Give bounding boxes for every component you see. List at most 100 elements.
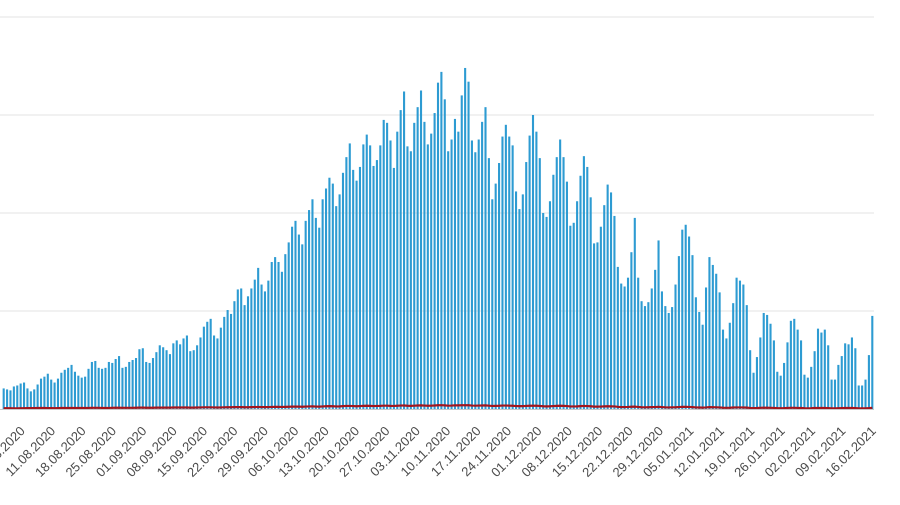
bar-24 [84, 376, 87, 409]
line-series-path [3, 404, 873, 410]
bar-34 [118, 356, 121, 409]
bar-77 [263, 291, 267, 409]
bar-225 [766, 314, 769, 409]
bar-4 [16, 385, 19, 409]
bar-13 [46, 373, 49, 409]
bar-158 [538, 158, 541, 409]
bar-28 [97, 367, 100, 409]
bar-80 [274, 257, 277, 409]
bar-247 [840, 356, 843, 409]
bar-183 [623, 286, 626, 409]
bar-219 [745, 305, 748, 409]
bar-189 [643, 306, 647, 409]
bar-118 [403, 91, 406, 409]
bar-206 [701, 324, 704, 409]
bar-51 [175, 340, 178, 409]
bar-186 [633, 217, 636, 409]
bar-149 [508, 136, 511, 409]
bar-229 [779, 375, 782, 409]
bar-52 [179, 344, 182, 409]
bar-23 [80, 377, 83, 409]
bar-2 [9, 390, 12, 409]
bar-49 [168, 354, 171, 409]
bar-112 [382, 119, 385, 410]
bar-125 [426, 144, 429, 409]
bar-122 [416, 107, 419, 409]
bar-59 [202, 326, 205, 409]
bar-199 [677, 256, 680, 409]
bar-32 [111, 362, 114, 409]
bar-124 [423, 121, 426, 410]
bar-22 [77, 375, 80, 409]
bar-71 [243, 305, 246, 409]
bar-238 [810, 366, 813, 409]
bar-119 [406, 146, 409, 410]
bar-227 [772, 340, 775, 409]
bar-9 [33, 389, 36, 409]
bar-68 [233, 301, 236, 409]
bar-116 [396, 131, 399, 409]
bar-175 [596, 242, 599, 409]
bar-130 [443, 99, 446, 409]
bar-172 [586, 166, 589, 409]
bar-153 [521, 194, 524, 409]
bar-19 [67, 367, 70, 409]
bar-82 [280, 271, 283, 409]
bar-15 [53, 382, 56, 409]
bar-48 [165, 350, 168, 409]
bar-54 [185, 335, 188, 409]
bar-230 [783, 362, 786, 409]
bar-204 [694, 297, 697, 409]
bar-109 [372, 165, 375, 409]
bar-126 [430, 133, 433, 409]
bar-243 [827, 345, 830, 409]
bar-121 [413, 122, 416, 409]
bar-75 [257, 267, 260, 409]
bar-93 [318, 227, 321, 409]
bar-216 [735, 277, 738, 409]
bar-78 [267, 280, 270, 409]
bar-56 [192, 350, 195, 409]
bar-228 [776, 371, 779, 409]
bar-193 [657, 240, 660, 409]
bar-89 [304, 220, 307, 409]
bar-196 [667, 312, 670, 409]
bar-187 [637, 277, 640, 409]
bar-47 [162, 347, 165, 409]
bar-84 [287, 242, 290, 409]
bar-161 [548, 201, 552, 409]
bar-215 [732, 303, 735, 409]
bar-108 [369, 145, 372, 409]
bar-76 [260, 284, 263, 409]
bar-10 [36, 384, 39, 409]
bar-246 [837, 364, 840, 409]
bar-159 [542, 213, 545, 409]
bar-233 [793, 318, 796, 409]
bar-55 [189, 351, 192, 409]
bar-157 [535, 131, 538, 409]
bar-98 [335, 206, 338, 409]
bar-88 [301, 244, 304, 409]
bar-226 [769, 323, 772, 409]
bar-128 [436, 82, 440, 409]
bar-240 [816, 328, 820, 409]
bar-143 [487, 158, 490, 409]
bar-73 [250, 288, 253, 409]
bar-30 [104, 367, 107, 409]
bar-164 [559, 139, 562, 409]
bar-105 [358, 166, 362, 409]
bar-117 [399, 110, 402, 409]
bar-29 [101, 368, 104, 409]
bar-224 [762, 312, 765, 409]
bar-96 [328, 177, 331, 409]
bar-106 [362, 144, 365, 409]
bar-38 [131, 360, 134, 409]
bar-123 [419, 90, 423, 409]
bar-95 [324, 188, 328, 409]
bar-184 [626, 277, 630, 409]
bar-201 [684, 224, 687, 409]
bar-210 [715, 273, 718, 409]
bar-200 [681, 229, 684, 409]
bar-144 [491, 199, 494, 409]
